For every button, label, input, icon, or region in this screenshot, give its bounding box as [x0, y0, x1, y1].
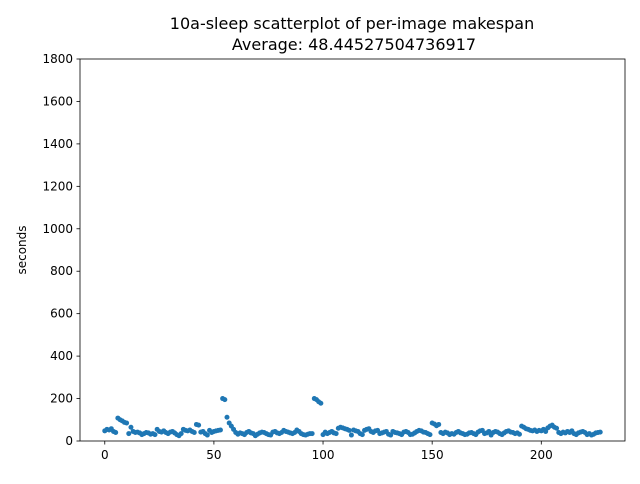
- point: [124, 420, 130, 426]
- y-tick-label: 800: [50, 264, 73, 278]
- point: [128, 424, 134, 430]
- y-tick-label: 1800: [42, 52, 73, 66]
- point: [388, 432, 394, 438]
- x-tick-label: 200: [530, 448, 553, 462]
- point: [126, 431, 132, 437]
- x-tick-label: 0: [101, 448, 109, 462]
- y-tick-label: 400: [50, 349, 73, 363]
- x-tick-label: 150: [421, 448, 444, 462]
- point: [359, 432, 365, 438]
- point: [427, 432, 433, 438]
- point: [543, 428, 549, 434]
- point: [152, 432, 158, 438]
- y-tick-label: 600: [50, 307, 73, 321]
- point: [217, 427, 223, 433]
- point: [516, 431, 522, 437]
- plot-frame: [79, 58, 626, 442]
- y-tick-label: 200: [50, 392, 73, 406]
- x-tick-label: 100: [312, 448, 335, 462]
- point: [178, 431, 184, 437]
- y-tick-label: 1200: [42, 179, 73, 193]
- point: [196, 422, 202, 428]
- point: [222, 397, 228, 403]
- point: [113, 430, 119, 436]
- y-tick-label: 1400: [42, 137, 73, 151]
- point: [348, 432, 354, 438]
- point: [346, 427, 352, 433]
- point: [318, 400, 324, 406]
- point: [554, 425, 560, 431]
- point: [436, 421, 442, 427]
- x-tick-label: 50: [206, 448, 221, 462]
- chart-title: 10a-sleep scatterplot of per-image makes…: [170, 14, 534, 33]
- point: [597, 429, 603, 435]
- chart-subtitle: Average: 48.44527504736917: [232, 35, 476, 54]
- y-axis-label: seconds: [15, 225, 29, 274]
- point: [309, 431, 315, 437]
- point: [204, 432, 210, 438]
- point: [333, 431, 339, 437]
- point: [191, 430, 197, 436]
- y-tick-label: 1600: [42, 94, 73, 108]
- y-tick-label: 0: [65, 434, 73, 448]
- point: [486, 428, 492, 434]
- point: [224, 414, 230, 420]
- y-tick-label: 1000: [42, 222, 73, 236]
